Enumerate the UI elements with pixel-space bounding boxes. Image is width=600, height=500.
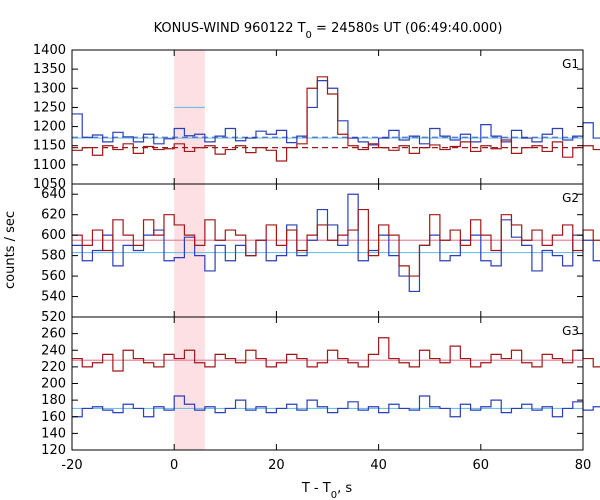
- g2-panel-label: G2: [562, 191, 579, 205]
- x-tick-label: 80: [575, 458, 592, 473]
- g2-y-tick-label: 580: [41, 249, 66, 264]
- g3-y-tick-label: 220: [41, 360, 66, 375]
- x-tick-label: 60: [473, 458, 490, 473]
- g1-panel-label: G1: [562, 57, 579, 71]
- x-tick-label: 20: [268, 458, 285, 473]
- g3-y-tick-label: 140: [41, 426, 66, 441]
- g2-y-tick-label: 620: [41, 208, 66, 223]
- g3-y-tick-label: 200: [41, 377, 66, 392]
- g3-panel-label: G3: [562, 324, 579, 338]
- g1-y-tick-label: 1050: [33, 177, 66, 192]
- g2-y-tick-label: 600: [41, 228, 66, 243]
- x-tick-label: 40: [370, 458, 387, 473]
- g1-y-tick-label: 1100: [33, 158, 66, 173]
- x-tick-label: 0: [170, 458, 178, 473]
- y-axis-label: counts / sec: [3, 211, 18, 289]
- g1-y-tick-label: 1150: [33, 139, 66, 154]
- g2-y-tick-label: 640: [41, 187, 66, 202]
- g3-y-tick-label: 180: [41, 393, 66, 408]
- g2-y-tick-label: 520: [41, 310, 66, 325]
- g3-y-tick-label: 120: [41, 443, 66, 458]
- g3-y-tick-label: 260: [41, 327, 66, 342]
- g3-y-tick-label: 160: [41, 410, 66, 425]
- plot-area: 10501100115012001250130013501400G1520540…: [33, 43, 600, 473]
- highlight-band: [174, 50, 205, 450]
- g1-y-tick-label: 1250: [33, 100, 66, 115]
- g3-y-tick-label: 240: [41, 343, 66, 358]
- g1-y-tick-label: 1350: [33, 62, 66, 77]
- chart-title: KONUS-WIND 960122 T0 = 24580s UT (06:49:…: [154, 21, 503, 41]
- g2-y-tick-label: 560: [41, 269, 66, 284]
- x-tick-label: -20: [61, 458, 82, 473]
- g2-y-tick-label: 540: [41, 290, 66, 305]
- x-axis-label: T - T0, s: [301, 481, 352, 500]
- g1-y-tick-label: 1400: [33, 43, 66, 58]
- g1-y-tick-label: 1200: [33, 120, 66, 135]
- g1-y-tick-label: 1300: [33, 81, 66, 96]
